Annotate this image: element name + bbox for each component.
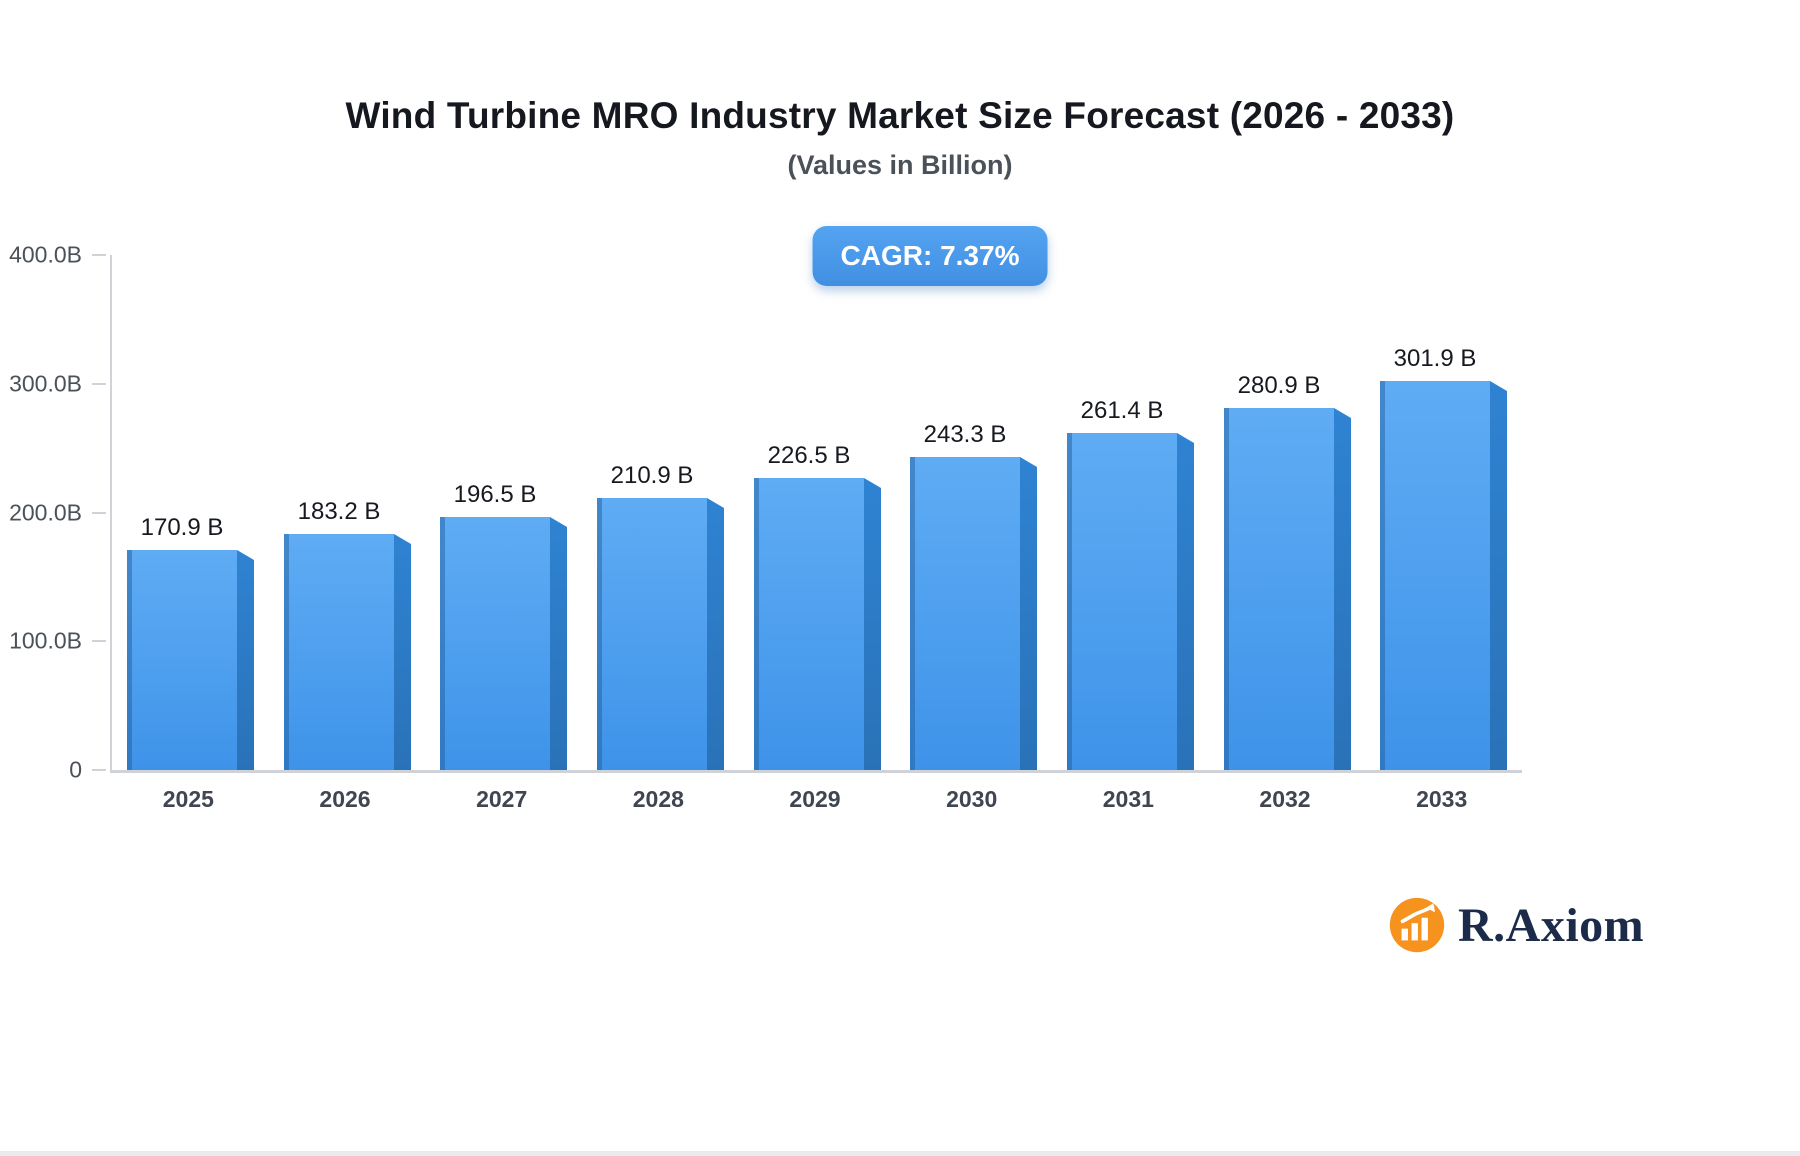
- x-axis-label: 2031: [1102, 786, 1154, 812]
- bar-2025: 170.9 B: [127, 514, 254, 770]
- y-axis-tick: [92, 382, 106, 385]
- x-axis-label: 2026: [319, 786, 371, 812]
- brand-logo-icon: [1389, 897, 1445, 953]
- chart-title: Wind Turbine MRO Industry Market Size Fo…: [345, 95, 1455, 136]
- bar-2030: 243.3 B: [910, 421, 1037, 770]
- bar-value-label: 170.9 B: [140, 514, 224, 541]
- y-axis: 400.0B 300.0B 200.0B 100.0B 0: [0, 242, 110, 783]
- brand-logo: R.Axiom: [1388, 896, 1644, 954]
- cagr-badge: CAGR: 7.37%: [812, 226, 1048, 286]
- bar-front-face: [754, 478, 864, 770]
- bar-front-face: [1067, 433, 1177, 770]
- chart-subtitle: (Values in Billion): [787, 150, 1013, 180]
- bar-value-label: 226.5 B: [767, 442, 851, 469]
- bar-value-label: 210.9 B: [610, 462, 694, 489]
- y-axis-tick: [92, 254, 106, 256]
- x-axis-label: 2027: [476, 786, 528, 812]
- bar-front-face: [127, 550, 237, 770]
- x-axis-label: 2025: [162, 786, 214, 812]
- y-axis-label: 200.0B: [9, 499, 82, 525]
- brand-logo-text: R.Axiom: [1458, 898, 1645, 952]
- bar-value-label: 261.4 B: [1080, 397, 1164, 424]
- bar-front-face: [440, 517, 550, 770]
- bar-side-face: [1020, 457, 1037, 770]
- bar-2027: 196.5 B: [440, 481, 567, 770]
- y-axis-label: 0: [69, 756, 82, 783]
- bar-front-face: [1224, 408, 1334, 770]
- bar-value-label: 196.5 B: [453, 481, 537, 508]
- y-axis-tick: [92, 511, 106, 514]
- bar-front-face: [597, 498, 707, 770]
- x-axis-label: 2030: [946, 786, 998, 812]
- y-axis-label: 100.0B: [9, 627, 82, 654]
- x-axis: 2025 2026 2027 2028 2029 2030 2031 2032 2033: [110, 786, 1520, 826]
- plot-area: 170.9 B 183.2 B 196.5 B 210.9 B 226.5 B 243.3…: [110, 255, 1522, 773]
- x-axis-label: 2028: [632, 786, 684, 812]
- y-axis-tick: [92, 640, 106, 643]
- bar-side-face: [707, 498, 724, 770]
- y-axis-label: 400.0B: [9, 241, 82, 268]
- bar-2032: 280.9 B: [1224, 372, 1351, 770]
- bar-side-face: [394, 534, 411, 770]
- bar-value-label: 243.3 B: [923, 421, 1007, 448]
- x-axis-label: 2032: [1259, 786, 1311, 812]
- bar-side-face: [864, 478, 881, 770]
- bar-side-face: [1177, 433, 1194, 770]
- bar-side-face: [237, 550, 254, 770]
- bar-2028: 210.9 B: [597, 462, 724, 770]
- bar-value-label: 280.9 B: [1237, 372, 1321, 399]
- bar-side-face: [1334, 408, 1351, 770]
- x-axis-label: 2033: [1416, 786, 1468, 812]
- bar-2033: 301.9 B: [1380, 345, 1507, 770]
- bar-front-face: [284, 534, 394, 770]
- bar-side-face: [550, 517, 567, 770]
- bar-2029: 226.5 B: [754, 442, 881, 770]
- bar-value-label: 301.9 B: [1393, 345, 1477, 372]
- y-axis-tick: [92, 769, 106, 771]
- bar-2031: 261.4 B: [1067, 397, 1194, 770]
- bar-front-face: [1380, 381, 1490, 770]
- x-axis-label: 2029: [789, 786, 841, 812]
- bar-side-face: [1490, 381, 1507, 770]
- y-axis-label: 300.0B: [9, 370, 82, 397]
- bar-front-face: [910, 457, 1020, 770]
- bar-2026: 183.2 B: [284, 498, 411, 770]
- bar-value-label: 183.2 B: [297, 498, 381, 525]
